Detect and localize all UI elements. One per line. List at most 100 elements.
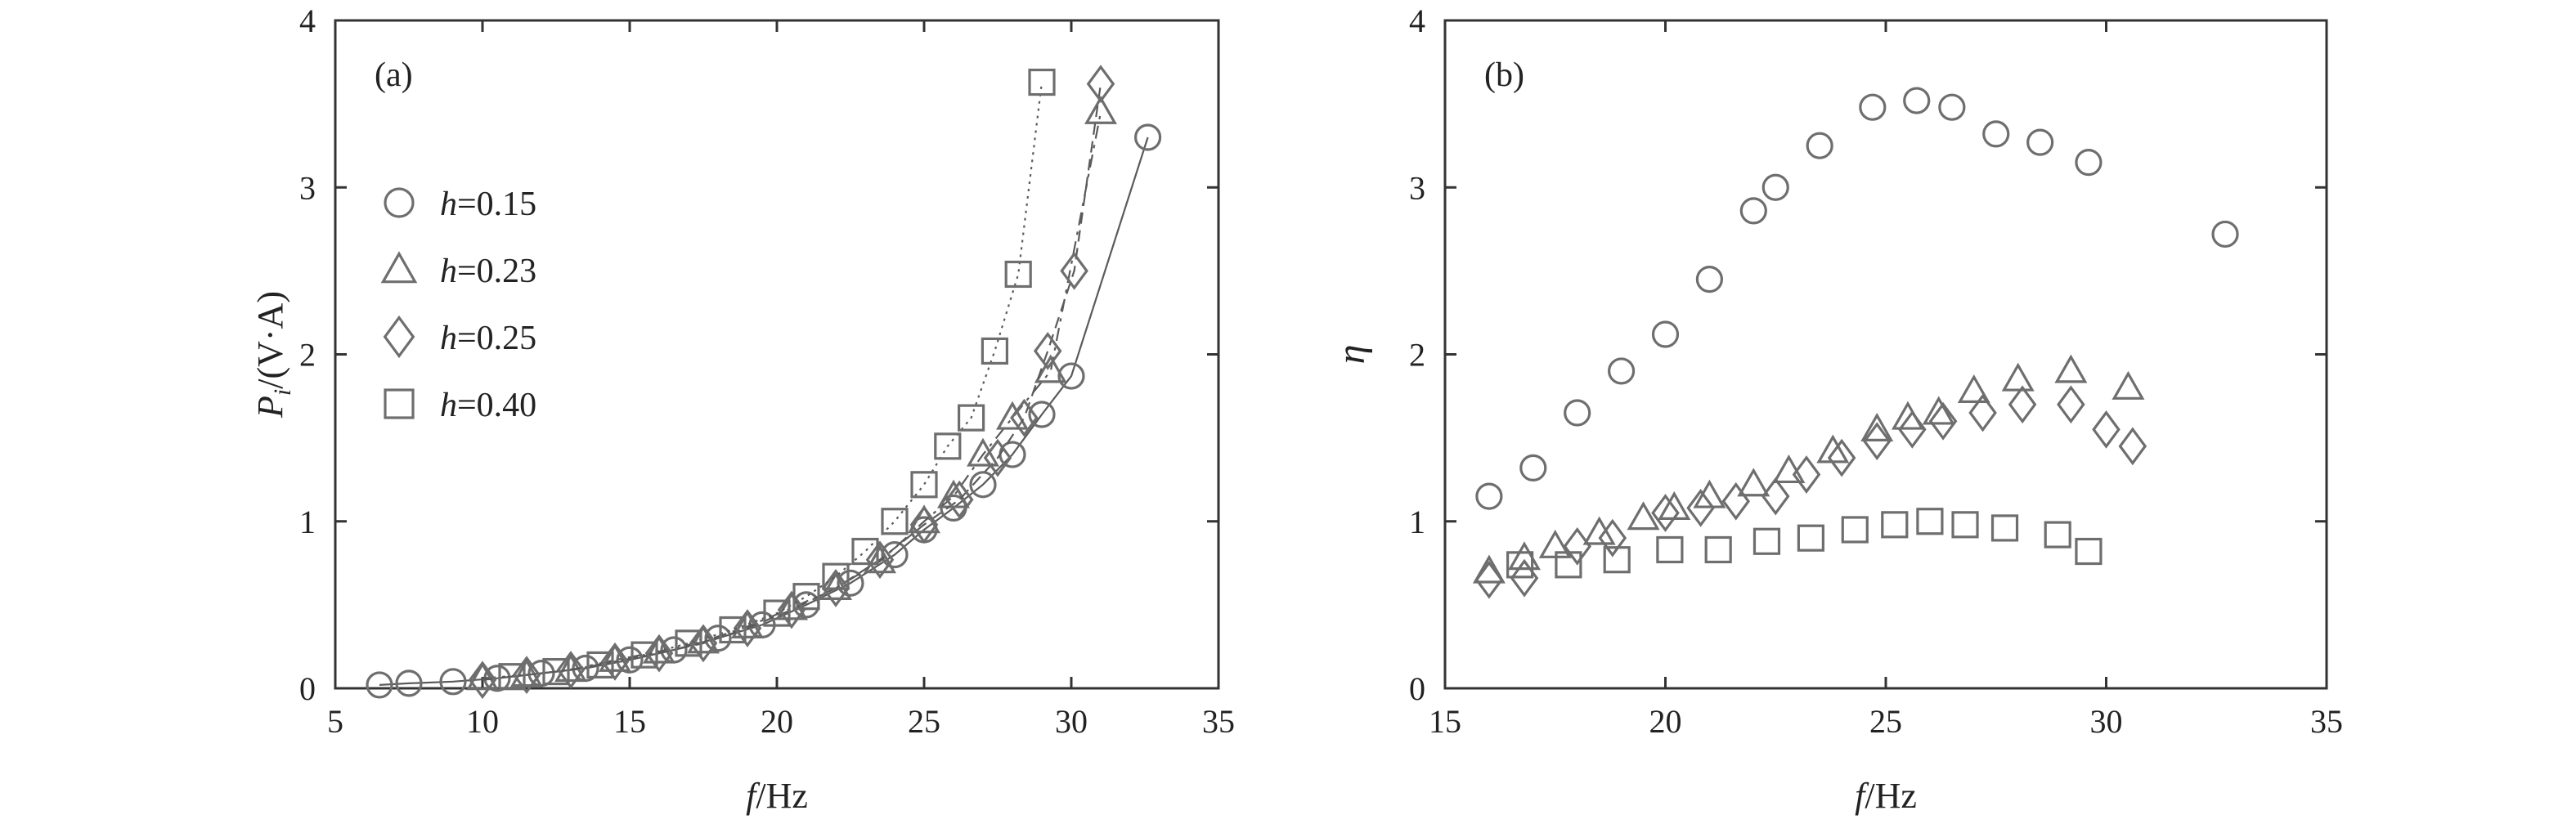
data-point <box>1563 526 1591 566</box>
data-point <box>1084 95 1118 124</box>
x-tick-label: 35 <box>1202 703 1235 740</box>
legend-label: h=0.15 <box>440 186 536 223</box>
data-point <box>1916 508 1944 535</box>
data-point <box>644 634 674 673</box>
legend-marker <box>383 315 415 359</box>
data-point <box>2001 362 2035 392</box>
x-tick-label: 20 <box>761 703 793 740</box>
data-point <box>2026 128 2054 156</box>
data-point <box>598 643 632 672</box>
legend-item: h=0.40 <box>384 387 536 424</box>
series-line <box>482 112 1102 679</box>
x-tick-label: 20 <box>1649 703 1682 740</box>
y-tick-label: 1 <box>1409 504 1425 540</box>
x-tick-label: 30 <box>1055 703 1088 740</box>
y-axis-label: η <box>1330 345 1373 365</box>
data-point <box>1508 541 1542 571</box>
data-point <box>865 540 895 580</box>
data-point <box>1564 399 1591 427</box>
data-point <box>777 590 806 629</box>
series-line <box>482 83 1102 681</box>
data-point <box>792 583 820 611</box>
data-point <box>2008 385 2037 424</box>
legend-marker <box>380 251 418 284</box>
data-point <box>1990 514 2019 542</box>
y-tick-label: 3 <box>299 169 316 206</box>
data-point <box>1686 489 1715 527</box>
x-tick-label: 15 <box>1429 703 1461 740</box>
y-tick-label: 2 <box>1409 337 1425 374</box>
data-point <box>1968 393 1997 432</box>
x-tick-label: 25 <box>1869 703 1902 740</box>
data-point <box>822 562 850 590</box>
data-point <box>909 505 939 544</box>
data-point <box>675 629 702 657</box>
data-point <box>465 661 500 691</box>
data-point <box>1752 527 1781 555</box>
x-tick-label: 15 <box>613 703 646 740</box>
data-point <box>1922 396 1955 425</box>
panel-a: 5 10 15 20 25 30 3501234(a)f/HzPi/(V·A)h=0.15h… <box>250 2 1235 816</box>
x-axis-label: f/Hz <box>746 776 808 816</box>
data-point <box>1133 123 1162 151</box>
data-point <box>1881 511 1909 539</box>
legend-item: h=0.25 <box>383 315 536 359</box>
data-point <box>2118 427 2147 466</box>
data-point <box>945 480 974 519</box>
data-point <box>1761 477 1790 516</box>
data-point <box>1603 546 1631 574</box>
series-square <box>498 68 1056 691</box>
data-point <box>1472 554 1506 584</box>
data-point <box>1004 260 1032 289</box>
data-point <box>2211 220 2239 249</box>
data-point <box>2057 385 2085 424</box>
data-point <box>1033 332 1062 370</box>
data-point <box>556 651 586 689</box>
data-point <box>1506 551 1534 579</box>
data-point <box>1607 357 1636 385</box>
data-point <box>1792 455 1821 494</box>
data-point <box>1982 120 2010 148</box>
data-point <box>2044 521 2071 549</box>
legend: h=0.15 h=0.23 h=0.25 h=0.40 <box>380 186 536 424</box>
data-point <box>1060 251 1088 290</box>
data-point <box>910 471 938 499</box>
data-point <box>995 401 1030 430</box>
data-point <box>1582 516 1616 545</box>
data-point <box>1704 535 1732 564</box>
data-point <box>600 642 630 681</box>
series-square <box>1506 508 2103 579</box>
data-point <box>439 668 467 696</box>
y-tick-label: 1 <box>299 504 316 540</box>
data-point <box>934 432 962 460</box>
data-point <box>1034 354 1067 383</box>
series-triangle <box>1472 354 2145 584</box>
panel-label: (b) <box>1484 56 1524 94</box>
data-point <box>1903 87 1931 114</box>
data-point <box>1761 173 1789 201</box>
data-point <box>498 663 526 691</box>
data-point <box>616 646 644 674</box>
series-triangle <box>465 95 1118 691</box>
y-tick-label: 3 <box>1409 169 1425 206</box>
data-point <box>1721 481 1751 521</box>
data-point <box>851 537 879 566</box>
data-point <box>966 437 1000 467</box>
data-point <box>719 616 747 644</box>
y-tick-label: 4 <box>1409 2 1425 39</box>
data-point <box>1651 320 1680 348</box>
data-point <box>1695 265 1723 293</box>
series-diamond <box>1474 385 2147 599</box>
data-point <box>983 438 1012 477</box>
y-axis-label: Pi/(V·A) <box>250 291 296 419</box>
panel-label: (a) <box>375 56 413 94</box>
data-point <box>1862 422 1892 461</box>
data-point <box>881 508 909 535</box>
data-point <box>907 504 941 534</box>
data-point <box>1519 454 1547 481</box>
data-point <box>1739 197 1767 225</box>
data-point <box>1028 68 1056 96</box>
data-point <box>1860 412 1894 441</box>
data-point <box>366 671 393 699</box>
